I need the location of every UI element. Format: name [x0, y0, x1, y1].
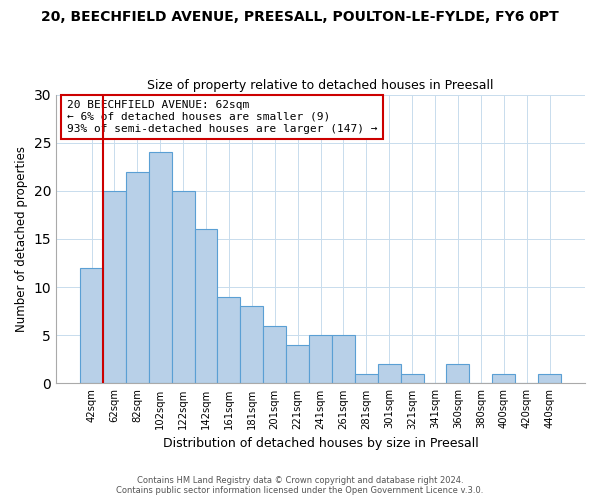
Bar: [538, 374, 561, 384]
Bar: [492, 374, 515, 384]
Bar: [103, 191, 126, 384]
Bar: [241, 306, 263, 384]
Text: 20 BEECHFIELD AVENUE: 62sqm
← 6% of detached houses are smaller (9)
93% of semi-: 20 BEECHFIELD AVENUE: 62sqm ← 6% of deta…: [67, 100, 377, 134]
Bar: [194, 230, 217, 384]
Y-axis label: Number of detached properties: Number of detached properties: [15, 146, 28, 332]
Bar: [172, 191, 194, 384]
Bar: [126, 172, 149, 384]
Bar: [263, 326, 286, 384]
Bar: [217, 297, 241, 384]
Bar: [149, 152, 172, 384]
Bar: [378, 364, 401, 384]
Bar: [332, 336, 355, 384]
Bar: [286, 345, 309, 384]
Bar: [401, 374, 424, 384]
Bar: [446, 364, 469, 384]
Bar: [355, 374, 378, 384]
Bar: [80, 268, 103, 384]
Title: Size of property relative to detached houses in Preesall: Size of property relative to detached ho…: [147, 79, 494, 92]
Bar: [309, 336, 332, 384]
Text: Contains HM Land Registry data © Crown copyright and database right 2024.
Contai: Contains HM Land Registry data © Crown c…: [116, 476, 484, 495]
X-axis label: Distribution of detached houses by size in Preesall: Distribution of detached houses by size …: [163, 437, 478, 450]
Text: 20, BEECHFIELD AVENUE, PREESALL, POULTON-LE-FYLDE, FY6 0PT: 20, BEECHFIELD AVENUE, PREESALL, POULTON…: [41, 10, 559, 24]
